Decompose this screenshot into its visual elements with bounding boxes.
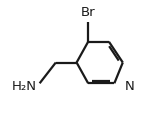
Text: H₂N: H₂N: [12, 80, 37, 93]
Text: N: N: [124, 80, 134, 93]
Text: Br: Br: [81, 6, 95, 19]
